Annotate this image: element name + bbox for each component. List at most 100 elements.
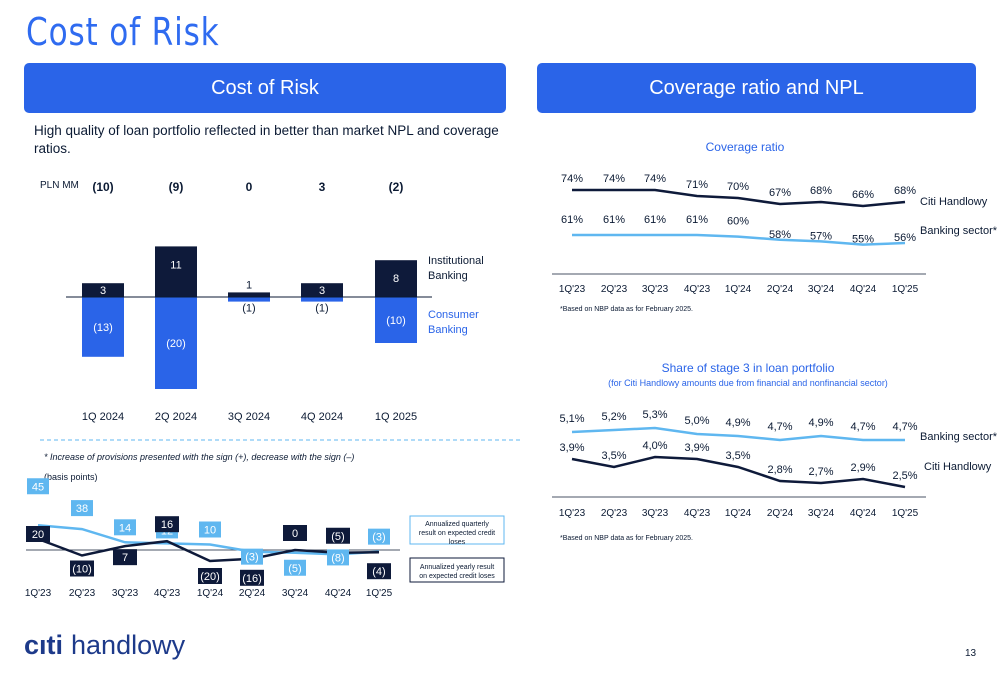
bar-institutional-label: 11 <box>170 259 181 271</box>
bar-category-label: 2Q 2024 <box>155 411 197 423</box>
bar-institutional-label: 3 <box>100 285 106 297</box>
bar-category-label: 4Q 2024 <box>301 411 343 423</box>
bp-quarterly-label-box <box>284 559 306 576</box>
bp-quarterly-label-box <box>368 528 390 545</box>
bar-consumer-label: (1) <box>315 303 328 315</box>
bp-quarterly-label-box <box>71 500 93 517</box>
coverage-sector-label: 55% <box>852 234 874 246</box>
stage3-sector-line <box>571 426 905 442</box>
legend-yearly-text: on expected credit loses <box>419 573 495 580</box>
bp-quarterly-label: 45 <box>32 481 44 493</box>
bar-category-label: 1Q 2025 <box>375 411 417 423</box>
bar-total-label: 0 <box>246 180 253 194</box>
legend-yearly-box <box>409 557 505 583</box>
bp-quarterly-label-box <box>199 521 221 538</box>
bar-institutional <box>301 283 343 297</box>
legend-yearly-text: Annualized yearly result <box>420 564 494 571</box>
bar-institutional-label: 8 <box>393 273 399 285</box>
coverage-citi-line <box>572 188 906 208</box>
basis-points-label: (basis points) <box>44 472 98 482</box>
bar-total-label: 3 <box>319 180 326 194</box>
stage3-title: Share of stage 3 in loan portfolio <box>662 361 835 375</box>
section-subtitle: High quality of loan portfolio reflected… <box>34 123 499 156</box>
bar-institutional <box>82 283 124 297</box>
bar-consumer-label: (10) <box>386 315 406 327</box>
bar-category-label: 1Q 2024 <box>82 411 124 423</box>
bp-yearly-label-box <box>240 569 264 586</box>
stage3-citi-label: 3,5% <box>601 450 626 462</box>
stage3-sector-label: 5,3% <box>642 409 667 421</box>
stage3-sector-label: 5,0% <box>684 415 709 427</box>
coverage-citi-label: 74% <box>603 173 625 185</box>
bp-quarterly-label-box <box>27 478 49 495</box>
stage3-sector-label: 5,2% <box>601 411 626 423</box>
bp-quarterly-label: 14 <box>119 522 131 534</box>
coverage-citi-label: 68% <box>810 185 832 197</box>
coverage-sector-label: 58% <box>769 229 791 241</box>
legend-quarterly-text: result on expected credit <box>419 530 495 537</box>
bp-yearly-label: (20) <box>200 571 220 583</box>
bp-category-label: 3Q'23 <box>112 588 139 599</box>
bp-category-label: 4Q'23 <box>154 588 181 599</box>
coverage-sector-label: 60% <box>727 216 749 228</box>
stage3-sector-label: 5,1% <box>559 413 584 425</box>
coverage-citi-label: 66% <box>852 189 874 201</box>
bar-consumer-label: (1) <box>242 303 255 315</box>
bp-quarterly-label: 10 <box>204 525 216 537</box>
legend-consumer: Consumer <box>428 309 479 321</box>
coverage-citi-label: 70% <box>727 181 749 193</box>
bp-yearly-label-box <box>113 549 137 566</box>
stage3-sector-label: 4,7% <box>892 421 917 433</box>
coverage-category-label: 3Q'24 <box>808 284 835 295</box>
coverage-citi-label: 74% <box>561 173 583 185</box>
stage3-category-label: 4Q'23 <box>684 508 711 519</box>
bar-consumer <box>301 297 343 302</box>
legend-quarterly-text: Annualized quarterly <box>425 521 489 528</box>
coverage-citi-label: 68% <box>894 185 916 197</box>
stage3-citi-label: 2,5% <box>892 470 917 482</box>
bp-yearly-line <box>37 537 380 563</box>
coverage-title: Coverage ratio <box>706 140 785 154</box>
coverage-category-label: 4Q'23 <box>684 284 711 295</box>
citi-handlowy-logo: cıti handlowy <box>24 630 185 661</box>
coverage-sector-label: 61% <box>561 214 583 226</box>
bp-category-label: 1Q'23 <box>25 588 52 599</box>
coverage-note: *Based on NBP data as for February 2025. <box>560 306 693 313</box>
stage3-citi-label: 2,9% <box>850 462 875 474</box>
bp-yearly-label-box <box>70 560 94 577</box>
stage3-category-label: 1Q'24 <box>725 508 752 519</box>
bp-yearly-label: 16 <box>161 519 173 531</box>
bp-yearly-label-box <box>26 526 50 542</box>
bar-institutional <box>375 260 417 297</box>
bp-yearly-label: (10) <box>72 564 92 576</box>
bar-institutional <box>155 246 197 297</box>
coverage-sector-line <box>572 233 906 246</box>
page-number: 13 <box>965 648 977 659</box>
bp-quarterly-label: 38 <box>76 503 88 515</box>
bp-quarterly-line <box>37 524 380 556</box>
bar-consumer <box>375 297 417 343</box>
bp-yearly-label: 20 <box>32 529 44 541</box>
bar-institutional-label: 1 <box>246 279 252 291</box>
coverage-category-label: 1Q'25 <box>892 284 919 295</box>
bar-consumer <box>82 297 124 357</box>
bp-yearly-label-box <box>326 527 350 544</box>
coverage-npl-banner: Coverage ratio and NPL <box>537 63 976 113</box>
unit-label: PLN MM <box>40 180 79 191</box>
bp-yearly-label-box <box>198 568 222 584</box>
bar-total-label: (2) <box>389 180 404 194</box>
bar-category-label: 3Q 2024 <box>228 411 270 423</box>
coverage-sector-label: 61% <box>603 214 625 226</box>
stage3-citi-line <box>571 455 906 489</box>
bp-category-label: 3Q'24 <box>282 588 309 599</box>
bp-quarterly-label: (3) <box>245 552 258 564</box>
bp-quarterly-label-box <box>327 549 349 566</box>
bp-category-label: 4Q'24 <box>325 588 352 599</box>
coverage-citi-label: 71% <box>686 179 708 191</box>
bar-consumer-label: (20) <box>166 338 186 350</box>
legend-quarterly-text: loses <box>449 539 466 546</box>
bp-yearly-label-box <box>155 516 179 533</box>
legend-consumer-2: Banking <box>428 324 468 336</box>
bar-institutional-label: 3 <box>319 285 325 297</box>
